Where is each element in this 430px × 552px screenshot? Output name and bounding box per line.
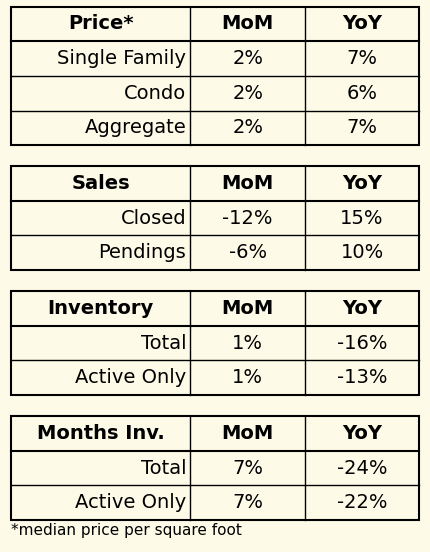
Text: 7%: 7%	[347, 49, 378, 68]
Text: YoY: YoY	[342, 174, 382, 193]
Text: MoM: MoM	[221, 14, 274, 34]
Bar	[11, 166, 419, 270]
Text: Aggregate: Aggregate	[84, 118, 186, 137]
Bar	[11, 291, 419, 395]
Text: 7%: 7%	[232, 459, 263, 477]
Text: Closed: Closed	[120, 209, 186, 227]
Text: 1%: 1%	[232, 333, 263, 353]
Text: MoM: MoM	[221, 424, 274, 443]
Text: YoY: YoY	[342, 14, 382, 34]
Text: Active Only: Active Only	[75, 368, 186, 388]
Text: 2%: 2%	[232, 49, 263, 68]
Text: 7%: 7%	[347, 118, 378, 137]
Text: 1%: 1%	[232, 368, 263, 388]
Text: Active Only: Active Only	[75, 493, 186, 512]
Text: Total: Total	[141, 459, 186, 477]
Text: Pendings: Pendings	[98, 243, 186, 262]
Text: Single Family: Single Family	[57, 49, 186, 68]
Text: Inventory: Inventory	[47, 299, 154, 318]
Text: Months Inv.: Months Inv.	[37, 424, 165, 443]
Bar	[11, 7, 419, 145]
Text: *median price per square foot: *median price per square foot	[11, 523, 242, 538]
Text: 7%: 7%	[232, 493, 263, 512]
Text: 6%: 6%	[347, 84, 378, 103]
Text: Total: Total	[141, 333, 186, 353]
Text: Sales: Sales	[71, 174, 130, 193]
Text: YoY: YoY	[342, 299, 382, 318]
Text: -12%: -12%	[222, 209, 273, 227]
Text: -24%: -24%	[337, 459, 387, 477]
Text: -13%: -13%	[337, 368, 387, 388]
Text: Condo: Condo	[124, 84, 186, 103]
Text: -22%: -22%	[337, 493, 387, 512]
Text: 10%: 10%	[341, 243, 384, 262]
Text: 2%: 2%	[232, 84, 263, 103]
Text: YoY: YoY	[342, 424, 382, 443]
Text: -16%: -16%	[337, 333, 387, 353]
Text: MoM: MoM	[221, 174, 274, 193]
Text: Price*: Price*	[68, 14, 133, 34]
Text: 2%: 2%	[232, 118, 263, 137]
Bar	[11, 416, 419, 520]
Text: -6%: -6%	[229, 243, 267, 262]
Text: MoM: MoM	[221, 299, 274, 318]
Text: 15%: 15%	[340, 209, 384, 227]
